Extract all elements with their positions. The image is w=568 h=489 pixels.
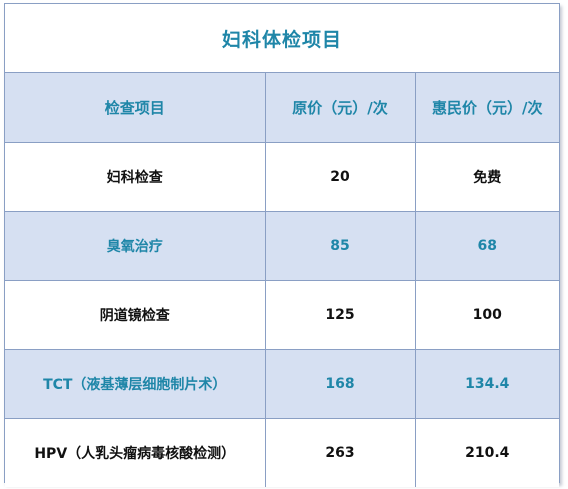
header-item: 检查项目: [5, 73, 266, 143]
table-row: HPV（人乳头瘤病毒核酸检测） 263 210.4: [5, 417, 559, 487]
table-row: TCT（液基薄层细胞制片术） 168 134.4: [5, 348, 559, 419]
row-original-price: 168: [264, 348, 416, 419]
row-discount-price: 210.4: [414, 417, 559, 487]
row-original-price: 20: [264, 141, 416, 212]
price-table-card: 妇科体检项目 检查项目 原价（元）/次 惠民价（元）/次 妇科检查 20 免费 …: [4, 3, 560, 487]
row-item: HPV（人乳头瘤病毒核酸检测）: [5, 417, 266, 487]
table-row: 阴道镜检查 125 100: [5, 279, 559, 350]
row-original-price: 85: [264, 210, 416, 281]
table-row: 妇科检查 20 免费: [5, 141, 559, 212]
header-original-price: 原价（元）/次: [264, 73, 416, 143]
row-item: 臭氧治疗: [5, 210, 266, 281]
table-header-row: 检查项目 原价（元）/次 惠民价（元）/次: [5, 73, 559, 143]
price-table: 检查项目 原价（元）/次 惠民价（元）/次 妇科检查 20 免费 臭氧治疗 85…: [5, 73, 559, 487]
row-discount-price: 100: [414, 279, 559, 350]
row-discount-price: 68: [414, 210, 559, 281]
table-title: 妇科体检项目: [5, 4, 559, 73]
row-item: 阴道镜检查: [5, 279, 266, 350]
row-discount-price: 134.4: [414, 348, 559, 419]
header-discount-price: 惠民价（元）/次: [414, 73, 559, 143]
row-item: TCT（液基薄层细胞制片术）: [5, 348, 266, 419]
row-original-price: 125: [264, 279, 416, 350]
row-item: 妇科检查: [5, 141, 266, 212]
table-row: 臭氧治疗 85 68: [5, 210, 559, 281]
row-discount-price: 免费: [414, 141, 559, 212]
row-original-price: 263: [264, 417, 416, 487]
